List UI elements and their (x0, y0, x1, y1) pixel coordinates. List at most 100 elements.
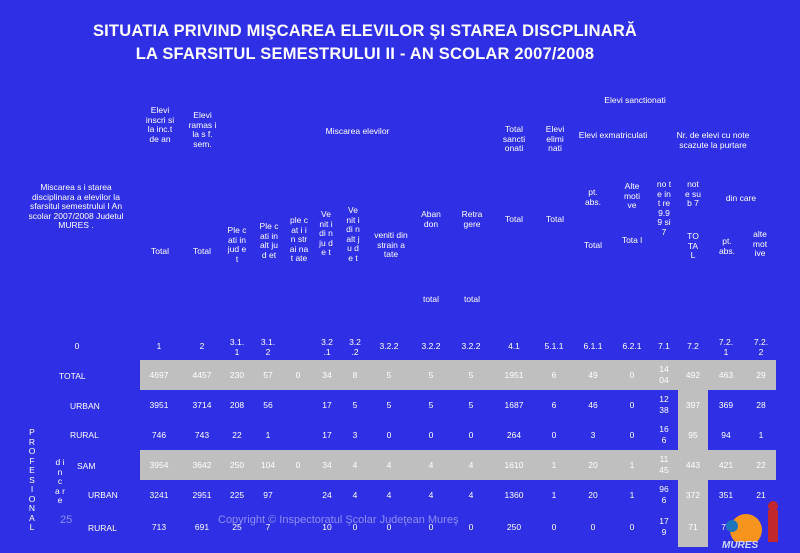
page-number: 25 (60, 514, 73, 526)
table-cell: 746 (151, 430, 167, 440)
table-cell: 22 (232, 430, 242, 440)
header-retragere: Retra gere (461, 209, 483, 229)
table-cell: 0 (629, 400, 635, 410)
table-cell: 4 (468, 460, 474, 470)
table-cell: 713 (151, 522, 167, 532)
code-cell: 3.2 .1 (321, 337, 333, 357)
table-cell: 10 (322, 522, 332, 532)
header-note-sub7: not e sub 7 (684, 179, 702, 208)
table-cell: 17 (322, 400, 332, 410)
header-din-care: din care (725, 193, 757, 203)
table-cell: 0 (468, 430, 474, 440)
header-plecati-alt-judet: Ple cati in alt jud et (259, 221, 279, 260)
header-total-1: Total (151, 246, 169, 256)
table-cell: 57 (263, 370, 273, 380)
header-veniti-judet: Ve nit i di n ju de t (319, 209, 333, 257)
note-sub7-column (678, 360, 708, 547)
code-cell: 1 (156, 341, 162, 351)
row-label-urban: URBAN (70, 401, 100, 411)
code-cell: 0 (74, 341, 80, 351)
header-total-elim: Total (546, 214, 564, 224)
table-cell: 351 (718, 490, 734, 500)
header-elevi-eliminati: Elevi elimi nati (545, 124, 565, 153)
header-elevi-sanctionati: Elevi sanctionati (604, 95, 666, 105)
table-cell: 0 (352, 522, 358, 532)
table-cell: 3241 (149, 490, 169, 500)
header-total-sanctionati: Total sancti onati (502, 124, 526, 153)
table-cell: 0 (551, 522, 557, 532)
table-cell: 4457 (192, 370, 212, 380)
svg-text:MURES: MURES (722, 540, 758, 550)
table-cell: 1687 (504, 400, 524, 410)
table-cell: 28 (756, 400, 766, 410)
code-cell: 7.1 (658, 341, 670, 351)
table-cell: 0 (386, 430, 392, 440)
table-cell: 11 45 (659, 454, 669, 475)
table-cell: 0 (295, 460, 301, 470)
table-cell: 443 (685, 460, 701, 470)
table-cell: 20 (588, 490, 598, 500)
code-cell: 6.1.1 (583, 341, 603, 351)
table-cell: 34 (322, 370, 332, 380)
code-cell: 5.1.1 (544, 341, 564, 351)
header-total-exm: Total (584, 240, 602, 250)
table-cell: 463 (718, 370, 734, 380)
table-cell: 250 (229, 460, 245, 470)
table-cell: 49 (588, 370, 598, 380)
table-cell: 1 (551, 490, 557, 500)
table-cell: 96 6 (659, 484, 669, 505)
table-cell: 24 (322, 490, 332, 500)
table-cell: 1360 (504, 490, 524, 500)
table-cell: 5 (386, 370, 392, 380)
code-cell: 3.1. 1 (229, 337, 245, 357)
table-cell: 0 (295, 370, 301, 380)
header-miscarea: Miscarea elevilor (325, 126, 390, 136)
table-cell: 0 (590, 522, 596, 532)
table-cell: 6 (551, 370, 557, 380)
table-cell: 0 (428, 430, 434, 440)
code-cell: 3.2 .2 (349, 337, 361, 357)
table-cell: 97 (263, 490, 273, 500)
header-elevi-inscrisi: Elevi inscri si la inc.t de an (145, 105, 175, 144)
table-cell: 29 (756, 370, 766, 380)
table-cell: 691 (194, 522, 210, 532)
table-cell: 4 (386, 490, 392, 500)
table-cell: 3951 (149, 400, 169, 410)
total-row-band (140, 360, 776, 390)
table-cell: 104 (260, 460, 276, 470)
table-cell: 4 (352, 460, 358, 470)
header-abandon: Aban don (421, 209, 441, 229)
table-cell: 492 (685, 370, 701, 380)
header-plecati-judet: Ple cati in jud et (227, 225, 247, 264)
table-cell: 56 (263, 400, 273, 410)
table-cell: 4 (468, 490, 474, 500)
table-cell: 7 (265, 522, 271, 532)
table-cell: 208 (229, 400, 245, 410)
header-elevi-exmatriculati: Elevi exmatriculati (578, 130, 648, 140)
table-cell: 21 (756, 490, 766, 500)
table-cell: 0 (468, 522, 474, 532)
table-cell: 0 (629, 522, 635, 532)
table-cell: 0 (629, 370, 635, 380)
sam-row-band (140, 450, 776, 480)
title-line-1: SITUATIA PRIVIND MIŞCAREA ELEVILOR ŞI ST… (92, 22, 638, 40)
table-cell: 20 (588, 460, 598, 470)
header-note-intre: no te int re 9.9 9 si 7 (656, 179, 672, 237)
table-cell: 421 (718, 460, 734, 470)
inspectorat-logo: MURES (718, 501, 790, 550)
table-cell: 225 (229, 490, 245, 500)
side-label-din-care: d i n c a r e (55, 457, 65, 505)
row-label-sam-urban: URBAN (88, 490, 118, 500)
table-cell: 4 (386, 460, 392, 470)
code-cell: 3.1. 2 (260, 337, 276, 357)
table-cell: 0 (386, 522, 392, 532)
header-elevi-ramasi: Elevi ramas i la s f. sem. (188, 110, 217, 149)
table-cell: 372 (685, 490, 701, 500)
row-label-sam: SAM (77, 461, 96, 471)
table-cell: 22 (756, 460, 766, 470)
table-cell: 1951 (504, 370, 524, 380)
code-cell: 7.2 (687, 341, 699, 351)
table-cell: 0 (629, 430, 635, 440)
code-cell: 7.2. 2 (753, 337, 769, 357)
side-label-profesional: P R O F E S I O N A L (28, 427, 36, 532)
